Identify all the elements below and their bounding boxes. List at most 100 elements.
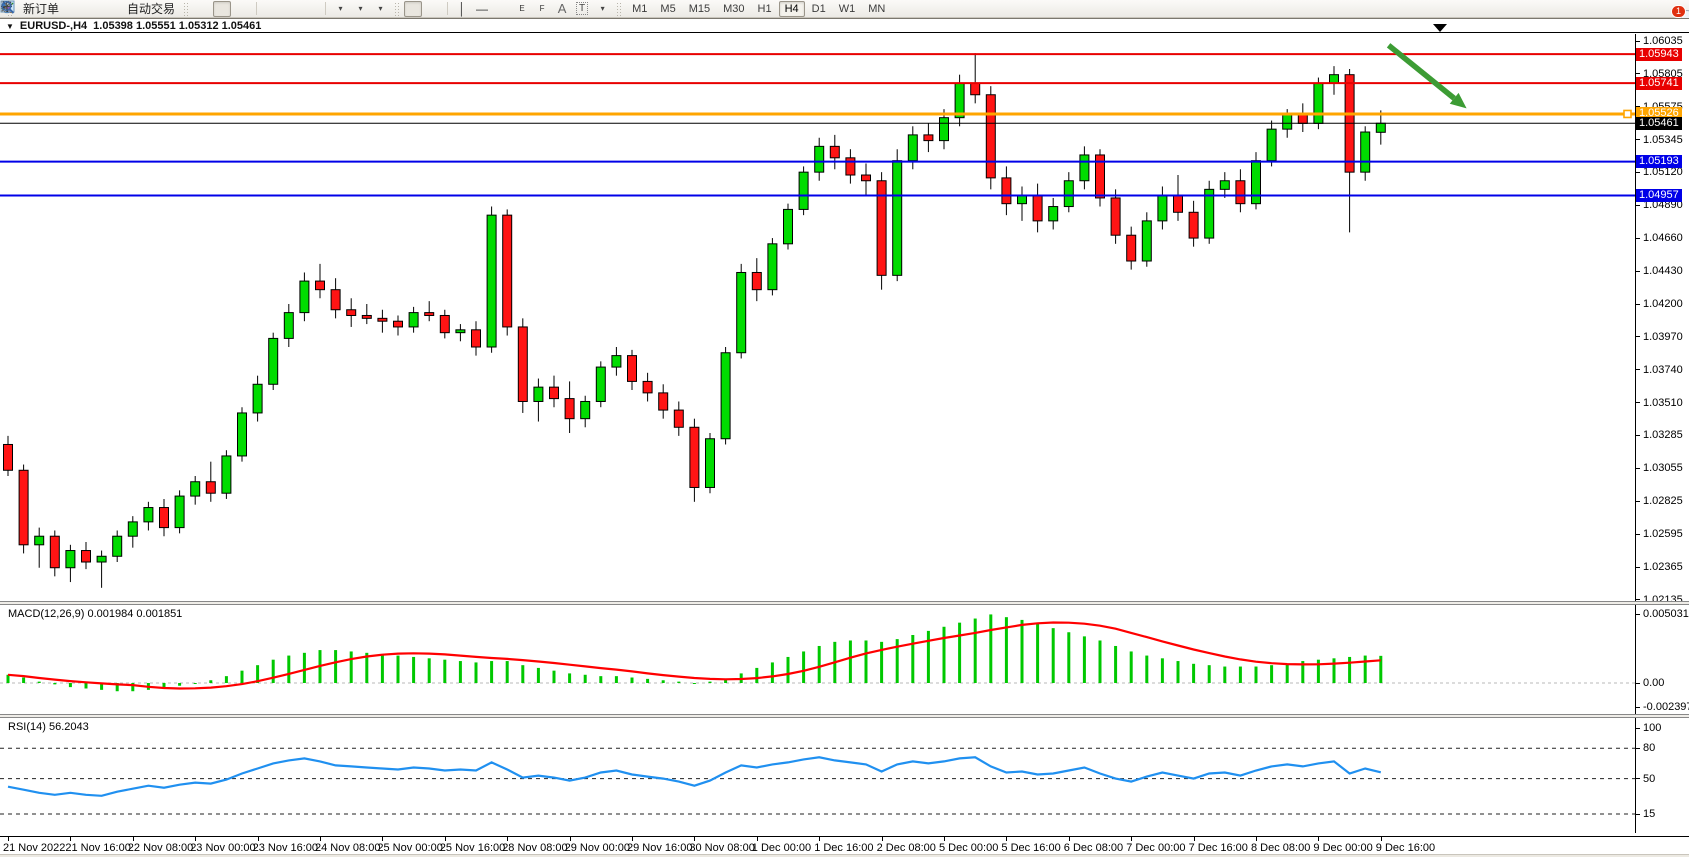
periods-button[interactable]: ▾ — [0, 0, 369, 17]
equidistant-channel-button[interactable]: E — [0, 0, 531, 17]
time-axis-tick — [257, 837, 259, 841]
price-axis-tick: 1.04430 — [1636, 265, 1683, 277]
text-label-button[interactable]: T — [573, 1, 591, 17]
new-order-button[interactable]: 新订单 — [0, 0, 62, 17]
time-axis-label: 25 Nov 16:00 — [439, 842, 506, 854]
price-axis[interactable]: 1.060351.058051.055751.053451.051201.048… — [1636, 34, 1689, 606]
bar-chart-button[interactable] — [1, 1, 211, 17]
vertical-line-button[interactable]: │ — [458, 1, 466, 16]
time-axis-label: 6 Dec 08:00 — [1063, 842, 1124, 854]
price-chart-panel[interactable] — [0, 34, 1635, 601]
time-axis-label: 5 Dec 00:00 — [939, 842, 999, 854]
time-axis-tick — [444, 837, 446, 841]
time-axis-label: 23 Nov 00:00 — [190, 842, 256, 854]
chart-symbol-period: EURUSD-,H4 — [19, 20, 88, 32]
autotrading-label: 自动交易 — [127, 2, 176, 16]
candlestick-chart-button[interactable] — [1, 0, 232, 17]
price-axis-tick: 1.03510 — [1636, 397, 1683, 409]
macd-panel[interactable]: MACD(12,26,9) 0.001984 0.001851 — [0, 605, 1635, 714]
arrows-button[interactable]: ▾ — [2, 1, 611, 17]
time-axis-label: 1 Dec 00:00 — [751, 842, 812, 854]
panel-separator[interactable] — [0, 714, 1689, 718]
timeframe-button-m15[interactable]: M15 — [688, 2, 711, 15]
cursor-button[interactable] — [3, 0, 423, 17]
chart-ohlc-values: 1.05398 1.05551 1.05312 1.05461 — [93, 20, 262, 32]
macd-axis-tick: -0.002397 — [1636, 701, 1689, 713]
chart-shift-marker-icon[interactable] — [1433, 24, 1448, 32]
price-axis-tick: 1.04660 — [1636, 232, 1683, 244]
rsi-line — [7, 756, 1382, 797]
line-chart-button[interactable] — [0, 1, 251, 17]
time-axis-tick — [944, 837, 945, 841]
candlestick-chart — [0, 43, 1635, 588]
time-axis-tick — [819, 837, 821, 841]
price-axis-tick: 1.05345 — [1636, 134, 1683, 146]
search-icon[interactable] — [0, 0, 15, 15]
time-axis-tick — [694, 837, 696, 841]
fibonacci-button[interactable]: F — [1, 1, 551, 17]
rsi-axis-tick: 50 — [1636, 773, 1655, 785]
toolbar-grip[interactable] — [183, 1, 189, 16]
rsi-axis-tick: 80 — [1636, 742, 1655, 754]
time-axis-label: 9 Dec 16:00 — [1375, 842, 1436, 854]
toolbar-grip[interactable] — [616, 1, 622, 16]
price-axis-tick: 1.02825 — [1636, 495, 1683, 507]
time-axis-label: 30 Nov 08:00 — [689, 842, 755, 854]
notification-badge: 1 — [1670, 4, 1686, 18]
macd-axis: 0.005031 0.00 -0.002397 — [1636, 608, 1689, 732]
trendline-button[interactable] — [1, 1, 511, 17]
line-price-badge: 1.04957 — [1636, 189, 1682, 202]
autotrading-button[interactable]: 自动交易 — [0, 1, 178, 17]
price-axis-tick: 1.03970 — [1636, 331, 1683, 343]
tile-windows-button[interactable] — [1, 1, 320, 17]
rsi-chart — [0, 747, 1635, 815]
zoom-in-button[interactable] — [1, 1, 280, 17]
timeframe-button-d1[interactable]: D1 — [811, 2, 826, 15]
timeframe-button-m30[interactable]: M30 — [723, 2, 745, 15]
time-axis-tick — [320, 837, 321, 841]
timeframe-button-h4[interactable]: H4 — [778, 0, 805, 17]
fibonacci-letter: F — [539, 4, 545, 13]
chevron-down-icon: ▾ — [600, 4, 605, 13]
price-axis-tick: 1.02595 — [1636, 528, 1683, 540]
timeframe-button-mn[interactable]: MN — [868, 2, 886, 15]
time-axis-label: 8 Dec 08:00 — [1251, 842, 1311, 854]
timeframe-button-m5[interactable]: M5 — [660, 2, 676, 15]
time-axis-label: 29 Nov 00:00 — [564, 842, 631, 854]
rsi-panel[interactable]: RSI(14) 56.2043 — [0, 718, 1635, 836]
terminal-button[interactable] — [0, 1, 102, 17]
time-axis[interactable]: 21 Nov 2022 21 Nov 16:00 22 Nov 08:00 23 No… — [0, 836, 1689, 854]
zoom-out-button[interactable] — [1, 1, 300, 17]
price-axis-tick: 1.03740 — [1636, 364, 1683, 376]
toolbar-grip[interactable] — [394, 1, 400, 16]
horizontal-scroll-area[interactable] — [0, 854, 1689, 857]
metaeditor-button[interactable] — [1, 1, 82, 17]
time-axis-tick — [382, 837, 384, 841]
macd-axis-tick: 0.00 — [1636, 677, 1664, 689]
time-axis-tick — [756, 837, 758, 841]
timeframe-button-w1[interactable]: W1 — [838, 2, 856, 15]
templates-button[interactable]: ▾ — [0, 0, 389, 17]
price-axis-tick: 1.05120 — [1636, 166, 1683, 178]
panel-separator[interactable] — [0, 601, 1689, 605]
time-axis-tick — [632, 837, 633, 841]
time-axis-label: 28 Nov 08:00 — [502, 842, 568, 854]
rsi-axis-tick: 15 — [1636, 808, 1655, 820]
time-axis-tick — [881, 837, 883, 841]
signals-button[interactable] — [2, 1, 122, 17]
timeframe-group: M1 M5 M15 M30 H1 H4 D1 W1 MN — [626, 0, 891, 17]
text-button[interactable]: A — [553, 1, 571, 17]
indicators-button[interactable]: ▾ — [0, 1, 349, 17]
time-axis-label: 9 Dec 00:00 — [1313, 842, 1373, 854]
crosshair-button[interactable] — [1, 1, 442, 17]
time-axis-tick — [132, 837, 134, 841]
horizontal-line-button[interactable]: — — [476, 1, 489, 16]
time-axis-tick — [1193, 837, 1195, 841]
chart-window: ▼ EURUSD-,H4 1.05398 1.05551 1.05312 1.0… — [0, 18, 1689, 857]
time-axis-tick — [70, 837, 72, 841]
time-axis-tick — [1318, 837, 1320, 841]
timeframe-button-h1[interactable]: H1 — [757, 2, 772, 15]
collapse-icon[interactable]: ▼ — [6, 21, 14, 31]
timeframe-button-m1[interactable]: M1 — [632, 2, 648, 15]
